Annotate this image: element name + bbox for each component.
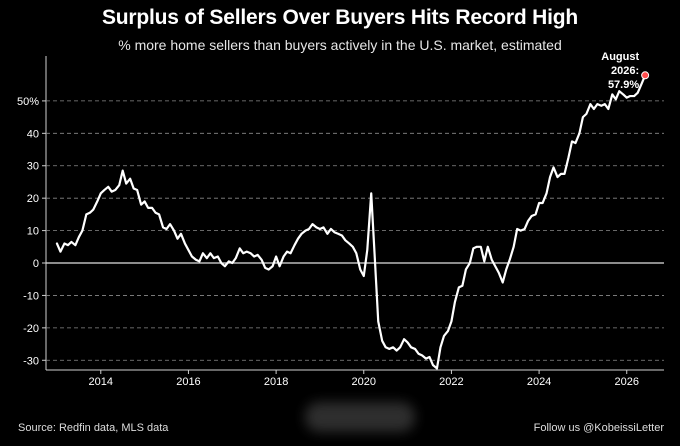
- x-tick-label: 2024: [527, 376, 551, 388]
- y-tick-label: -20: [23, 323, 39, 335]
- x-tick-label: 2020: [352, 376, 376, 388]
- y-tick-label: 20: [27, 193, 39, 205]
- chart-title: Surplus of Sellers Over Buyers Hits Reco…: [101, 6, 579, 29]
- y-tick-label: 10: [27, 226, 39, 238]
- x-tick-label: 2014: [89, 376, 113, 388]
- grid-lines: [45, 56, 664, 371]
- series-layer: [55, 74, 647, 370]
- blurred-watermark: [305, 402, 415, 432]
- x-tick-label: 2016: [176, 376, 200, 388]
- x-tick-label: 2018: [264, 376, 288, 388]
- x-axis-ticks: 2014 2016 2018 2020 2022 2024 2026: [89, 370, 639, 388]
- y-tick-label: 40: [27, 128, 39, 140]
- y-axis-ticks: 50% 40 30 20 10 0 -10 -20 -30: [17, 96, 46, 367]
- callout-line: 57.9%: [608, 79, 639, 91]
- source-note: Source: Redfin data, MLS data: [18, 422, 169, 434]
- callout-line: August: [601, 51, 639, 63]
- x-tick-label: 2026: [615, 376, 639, 388]
- y-tick-label: 0: [33, 258, 39, 270]
- x-tick-label: 2022: [439, 376, 463, 388]
- y-tick-label: 30: [27, 161, 39, 173]
- follow-note: Follow us @KobeissiLetter: [533, 422, 664, 434]
- callout: August 2026: 57.9%: [601, 51, 650, 91]
- y-tick-label: -30: [23, 355, 39, 367]
- chart-subtitle: % more home sellers than buyers actively…: [118, 37, 562, 53]
- y-tick-label: 50%: [17, 96, 39, 108]
- callout-line: 2026:: [611, 65, 639, 77]
- y-tick-label: -10: [23, 290, 39, 302]
- latest-point-marker: [641, 71, 650, 80]
- series-line: [55, 74, 647, 370]
